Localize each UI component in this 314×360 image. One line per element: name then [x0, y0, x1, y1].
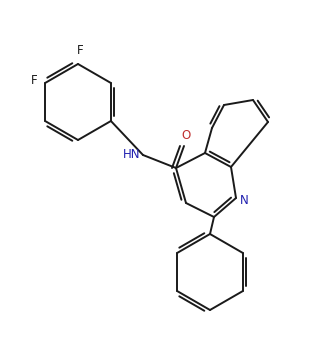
Text: O: O [181, 129, 191, 142]
Text: F: F [77, 44, 83, 57]
Text: HN: HN [122, 148, 140, 162]
Text: N: N [240, 194, 249, 207]
Text: F: F [30, 75, 37, 87]
